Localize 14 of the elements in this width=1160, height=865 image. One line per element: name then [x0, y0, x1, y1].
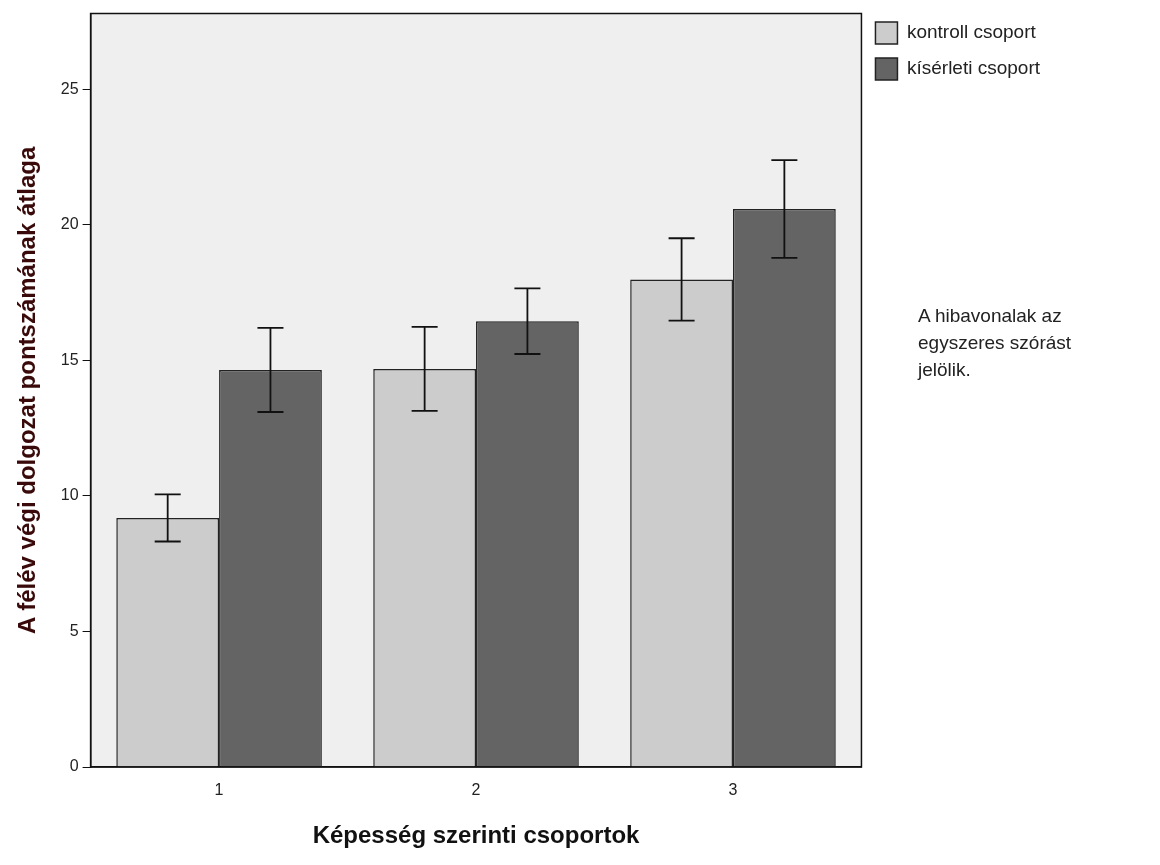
- y-tick-label: 0: [69, 757, 79, 775]
- text: A hibavonalak az egyszeres szórást jelölik.: [918, 304, 1073, 382]
- y-tick-label: 25: [60, 79, 79, 97]
- x-tick-label: 2: [471, 781, 481, 799]
- x-tick-label: 1: [214, 781, 224, 799]
- legend-label: kontroll csoport: [906, 21, 1037, 43]
- x-tick-label: 3: [728, 781, 738, 799]
- y-tick-label: 20: [60, 215, 79, 233]
- y-tick-label: 10: [60, 486, 79, 504]
- y-axis-title: A félév végi dolgozat pontszámának átlaga: [13, 146, 41, 634]
- x-axis-title: Képesség szerinti csoportok: [312, 821, 641, 849]
- legend-label: kísérleti csoport: [906, 57, 1041, 79]
- y-tick-label: 15: [60, 350, 79, 368]
- y-tick-label: 5: [69, 621, 79, 639]
